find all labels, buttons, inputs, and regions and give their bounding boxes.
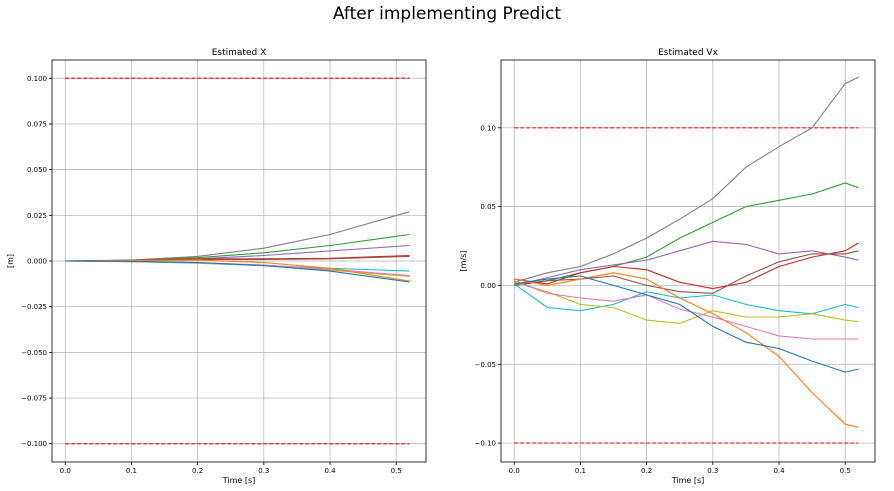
x-tick-label: 0.4 bbox=[773, 467, 785, 475]
series-line-9 bbox=[65, 259, 410, 282]
y-tick-label: 0.075 bbox=[27, 120, 47, 128]
series-line-9 bbox=[514, 272, 859, 428]
chart-1: 0.0 0.1 0.2 0.3 0.4 0.5 −0.100 −0.075 −0.050 −0.0… bbox=[6, 48, 427, 485]
chart-2: 0.0 0.1 0.2 0.3 0.4 0.5 −0.10 −0.05 0.00 0.05 0.10… bbox=[459, 48, 876, 485]
y-tick-label: −0.100 bbox=[21, 440, 47, 448]
figure-title: After implementing Predict bbox=[332, 4, 562, 24]
y-tick-label: 0.000 bbox=[27, 258, 47, 266]
x-tick-label: 0.2 bbox=[641, 467, 652, 475]
x-tick-label: 0.0 bbox=[60, 467, 71, 475]
y-axis-label: [m] bbox=[6, 254, 15, 268]
x-tick-label: 0.1 bbox=[126, 467, 137, 475]
series-line-4 bbox=[514, 242, 859, 290]
series-line-6 bbox=[65, 260, 410, 272]
x-tick-label: 0.3 bbox=[258, 467, 269, 475]
y-tick-label: −0.025 bbox=[21, 303, 47, 311]
y-tick-label: −0.05 bbox=[475, 361, 496, 369]
y-tick-label: −0.10 bbox=[475, 440, 496, 448]
y-tick-label: 0.100 bbox=[27, 75, 47, 83]
x-tick-label: 0.3 bbox=[707, 467, 718, 475]
x-tick-label: 0.1 bbox=[575, 467, 586, 475]
series-line-5 bbox=[514, 250, 859, 294]
series-line-7 bbox=[514, 281, 859, 324]
y-axis-label: [m/s] bbox=[459, 251, 468, 272]
series-line-6 bbox=[513, 283, 859, 315]
series-line-3 bbox=[514, 240, 859, 286]
series-line-10 bbox=[65, 260, 410, 283]
plot-frame bbox=[500, 59, 876, 463]
x-tick-label: 0.5 bbox=[840, 467, 851, 475]
chart-title: Estimated Vx bbox=[658, 48, 718, 58]
series-line-8 bbox=[65, 260, 410, 277]
series-line-2 bbox=[514, 182, 859, 286]
x-axis-label: Time [s] bbox=[671, 476, 705, 485]
y-tick-label: −0.050 bbox=[21, 349, 47, 357]
series-line-1 bbox=[65, 211, 410, 262]
series-line-1 bbox=[514, 76, 859, 283]
x-tick-label: 0.2 bbox=[192, 467, 203, 475]
y-tick-label: −0.075 bbox=[21, 395, 47, 403]
series-line-10 bbox=[514, 275, 859, 373]
y-tick-label: 0.05 bbox=[480, 203, 496, 211]
x-tick-label: 0.4 bbox=[324, 467, 336, 475]
x-tick-label: 0.0 bbox=[509, 467, 520, 475]
x-axis-label: Time [s] bbox=[222, 476, 256, 485]
y-tick-label: 0.10 bbox=[480, 124, 496, 132]
series-line-8 bbox=[514, 280, 859, 340]
chart-title: Estimated X bbox=[212, 48, 267, 58]
y-tick-label: 0.00 bbox=[480, 282, 496, 290]
y-tick-label: 0.050 bbox=[27, 166, 47, 174]
y-tick-label: 0.025 bbox=[27, 212, 47, 220]
x-tick-label: 0.5 bbox=[391, 467, 402, 475]
